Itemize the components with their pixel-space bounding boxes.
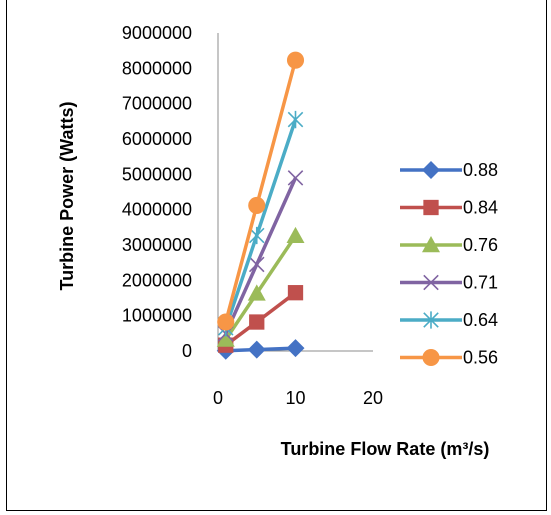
data-point	[287, 285, 304, 301]
series-0.56	[217, 51, 305, 331]
legend-label: 0.76	[463, 235, 498, 255]
legend-label: 0.71	[463, 273, 498, 293]
y-tick-label: 6000000	[122, 129, 192, 149]
legend-item: 0.56	[400, 348, 498, 368]
y-tick-label: 2000000	[122, 270, 192, 290]
x-tick-label: 10	[285, 388, 305, 408]
legend-item: 0.84	[400, 198, 498, 218]
data-point	[286, 226, 305, 244]
y-tick-labels: 0 1000000 2000000 3000000 4000000 5000000 6000…	[122, 23, 192, 361]
y-axis-label: Turbine Power (Watts)	[57, 101, 77, 290]
legend-label: 0.56	[463, 348, 498, 368]
data-point	[248, 196, 266, 214]
x-tick-label: 0	[213, 388, 223, 408]
data-point	[286, 51, 305, 69]
y-tick-label: 1000000	[122, 306, 192, 326]
legend-marker	[422, 161, 440, 179]
data-point	[249, 314, 265, 330]
y-tick-label: 5000000	[122, 164, 192, 184]
data-point	[247, 284, 266, 301]
x-tick-labels: 0 10 20	[213, 388, 383, 408]
chart-frame	[6, 0, 547, 511]
legend-item: 0.64	[400, 310, 498, 330]
data-point	[247, 340, 266, 359]
data-point	[248, 226, 265, 245]
x-axis-label: Turbine Flow Rate (m³/s)	[281, 439, 490, 459]
series-line	[224, 59, 298, 323]
legend-marker	[423, 274, 439, 291]
legend-item: 0.88	[400, 160, 498, 180]
legend-marker	[422, 348, 440, 367]
data-point	[217, 313, 235, 331]
legend: 0.88 0.84 0.76 0.71 0.64 0.56	[400, 160, 498, 368]
data-point	[287, 170, 304, 186]
legend-marker	[422, 236, 440, 253]
y-tick-label: 4000000	[122, 200, 192, 220]
series-0.76	[216, 226, 305, 347]
data-point	[286, 339, 305, 358]
legend-label: 0.88	[463, 160, 498, 180]
legend-item: 0.76	[400, 235, 498, 255]
legend-marker	[423, 199, 439, 216]
y-tick-label: 3000000	[122, 235, 192, 255]
y-tick-label: 8000000	[122, 58, 192, 78]
series-group	[216, 51, 305, 360]
legend-label: 0.84	[463, 198, 498, 218]
legend-marker	[423, 311, 439, 329]
y-tick-label: 9000000	[122, 23, 192, 43]
x-tick-label: 20	[363, 388, 383, 408]
data-point	[287, 110, 304, 129]
y-tick-label: 0	[182, 341, 192, 361]
legend-label: 0.64	[463, 310, 498, 330]
data-point	[216, 330, 235, 347]
y-tick-label: 7000000	[122, 94, 192, 114]
legend-item: 0.71	[400, 273, 498, 293]
data-point	[248, 256, 265, 273]
